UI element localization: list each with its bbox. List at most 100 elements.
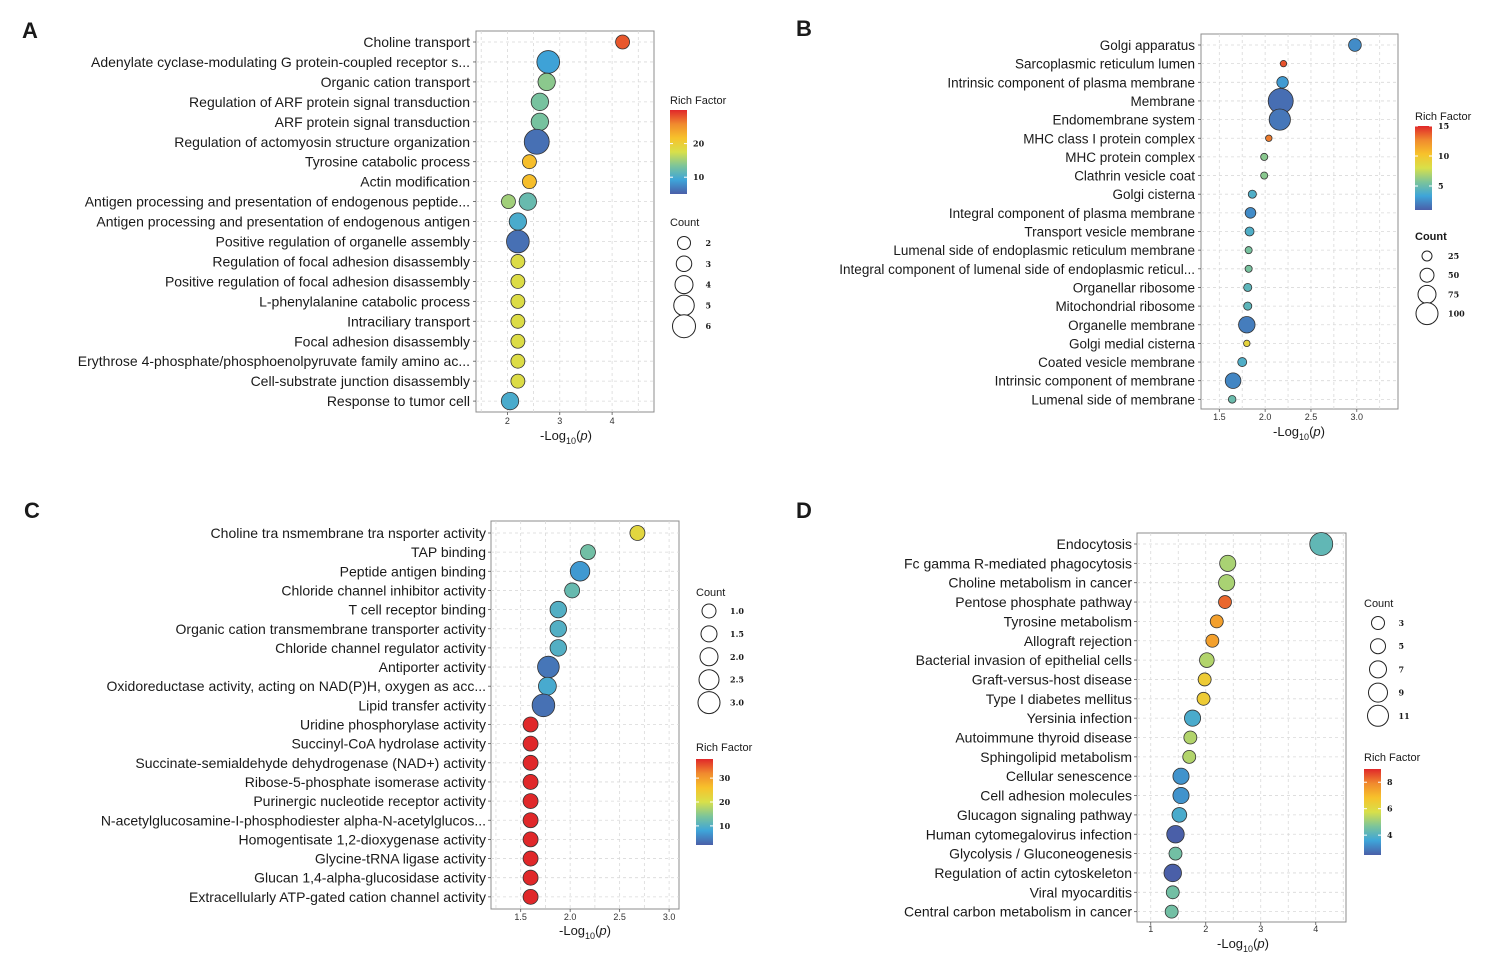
- x-tick-label: 2: [505, 416, 510, 426]
- size-legend-title: Count: [1364, 598, 1393, 610]
- term-label: Cell adhesion molecules: [980, 788, 1132, 804]
- term-label: Focal adhesion disassembly: [294, 333, 470, 349]
- data-point: [1205, 633, 1220, 648]
- data-point: [501, 194, 516, 210]
- term-label: Regulation of actin cytoskeleton: [934, 865, 1132, 881]
- term-label: Graft-versus-host disease: [972, 671, 1132, 687]
- x-axis-label-paren-close: ): [1265, 936, 1269, 951]
- size-legend-label: 3.0: [730, 698, 744, 708]
- color-legend-tick-label: 10: [1438, 151, 1450, 161]
- size-legend-circle: [1369, 660, 1387, 679]
- size-legend-label: 11: [1399, 711, 1410, 721]
- data-point: [1168, 846, 1183, 861]
- data-point: [1247, 189, 1257, 199]
- color-legend-bar: [696, 759, 713, 845]
- term-label: Cell-substrate junction disassembly: [251, 373, 470, 389]
- term-label: Tyrosine catabolic process: [305, 154, 470, 170]
- data-point: [1171, 807, 1188, 823]
- data-point: [522, 174, 537, 190]
- plot-frame: [1200, 33, 1399, 410]
- term-label: Positive regulation of organelle assembl…: [216, 234, 470, 250]
- x-axis-label-paren-open: (: [595, 923, 600, 938]
- x-axis-label-p: p: [598, 923, 606, 938]
- term-label: L-phenylalanine catabolic process: [259, 293, 470, 309]
- term-label: Golgi cisterna: [1112, 187, 1195, 202]
- color-legend-bar: [1364, 769, 1381, 855]
- term-label: Clathrin vesicle coat: [1074, 169, 1195, 184]
- data-point: [530, 92, 549, 111]
- term-label: Adenylate cyclase-modulating G protein-c…: [91, 54, 470, 70]
- term-label: Purinergic nucleotide receptor activity: [253, 793, 486, 809]
- x-axis-label-subscript: 10: [1243, 944, 1253, 954]
- term-label: Type I diabetes mellitus: [986, 691, 1132, 707]
- x-tick-label: 1: [1148, 924, 1153, 934]
- term-label: Endomembrane system: [1052, 113, 1195, 128]
- x-tick-label: 1.5: [1213, 412, 1226, 422]
- term-label: Regulation of focal adhesion disassembly: [212, 253, 470, 269]
- term-label: Coated vesicle membrane: [1038, 355, 1195, 370]
- term-label: Transport vesicle membrane: [1024, 225, 1195, 240]
- data-point: [536, 50, 561, 74]
- size-legend-label: 1.0: [730, 606, 744, 616]
- data-point: [1244, 226, 1255, 237]
- data-point: [1243, 339, 1251, 348]
- x-tick-label: 4: [1313, 924, 1318, 934]
- data-point: [1218, 574, 1236, 592]
- data-point: [500, 392, 520, 411]
- term-label: MHC class I protein complex: [1023, 131, 1195, 146]
- term-label: Viral myocarditis: [1030, 884, 1132, 900]
- color-legend-title: Rich Factor: [1364, 752, 1421, 764]
- term-label: Integral component of lumenal side of en…: [839, 262, 1195, 277]
- x-axis-label-base: -Log: [1273, 424, 1299, 439]
- x-axis-label-paren-close: ): [607, 923, 611, 938]
- term-label: Glucan 1,4-alpha-glucosidase activity: [254, 870, 486, 886]
- data-point: [1276, 76, 1289, 89]
- term-label: Tyrosine metabolism: [1004, 613, 1132, 629]
- size-legend-label: 5: [706, 300, 712, 310]
- term-label: Positive regulation of focal adhesion di…: [165, 273, 470, 289]
- x-axis-label-paren-open: (: [1253, 936, 1258, 951]
- term-label: Response to tumor cell: [327, 393, 470, 409]
- term-label: Mitochondrial ribosome: [1055, 299, 1195, 314]
- data-point: [522, 869, 539, 886]
- x-axis-label-subscript: 10: [1299, 432, 1309, 442]
- color-legend-tick-label: 8: [1387, 777, 1393, 787]
- x-axis-label-paren-open: (: [576, 428, 581, 443]
- panel-letter: C: [24, 498, 40, 523]
- data-point: [1224, 372, 1242, 389]
- x-axis-label-base: -Log: [559, 923, 585, 938]
- data-point: [1199, 652, 1215, 668]
- data-point: [510, 293, 526, 309]
- x-axis-label-p: p: [1312, 424, 1320, 439]
- size-legend-label: 75: [1448, 289, 1459, 299]
- term-label: Bacterial invasion of epithelial cells: [916, 652, 1132, 668]
- data-point: [1183, 730, 1198, 745]
- data-point: [1238, 316, 1256, 334]
- data-point: [1172, 767, 1190, 785]
- term-label: Organellar ribosome: [1073, 280, 1195, 295]
- color-legend-tick-label: 5: [1438, 181, 1444, 191]
- data-point: [537, 655, 560, 679]
- size-legend-label: 1.5: [730, 629, 744, 639]
- size-legend-circle: [700, 625, 718, 643]
- data-point: [1260, 152, 1269, 161]
- color-legend-bar: [1415, 126, 1432, 210]
- size-legend-label: 3: [706, 259, 712, 269]
- term-label: Actin modification: [360, 174, 470, 190]
- term-label: Succinyl-CoA hydrolase activity: [291, 736, 486, 752]
- data-point: [1348, 38, 1362, 52]
- x-tick-label: 3: [557, 416, 562, 426]
- panel-letter: D: [796, 498, 812, 523]
- term-label: Regulation of ARF protein signal transdu…: [189, 94, 470, 110]
- size-legend-circle: [699, 647, 719, 667]
- panel-a: A Choline transport Adenylate cyclase-modu…: [22, 18, 727, 446]
- term-label: TAP binding: [411, 544, 486, 560]
- data-point: [518, 192, 537, 211]
- data-point: [510, 353, 526, 369]
- color-legend-tick-label: 30: [719, 773, 731, 783]
- data-point: [530, 112, 549, 131]
- data-point: [1244, 207, 1257, 219]
- size-legend-label: 9: [1399, 688, 1405, 698]
- term-label: Central carbon metabolism in cancer: [904, 904, 1132, 920]
- size-legend-label: 100: [1448, 309, 1465, 319]
